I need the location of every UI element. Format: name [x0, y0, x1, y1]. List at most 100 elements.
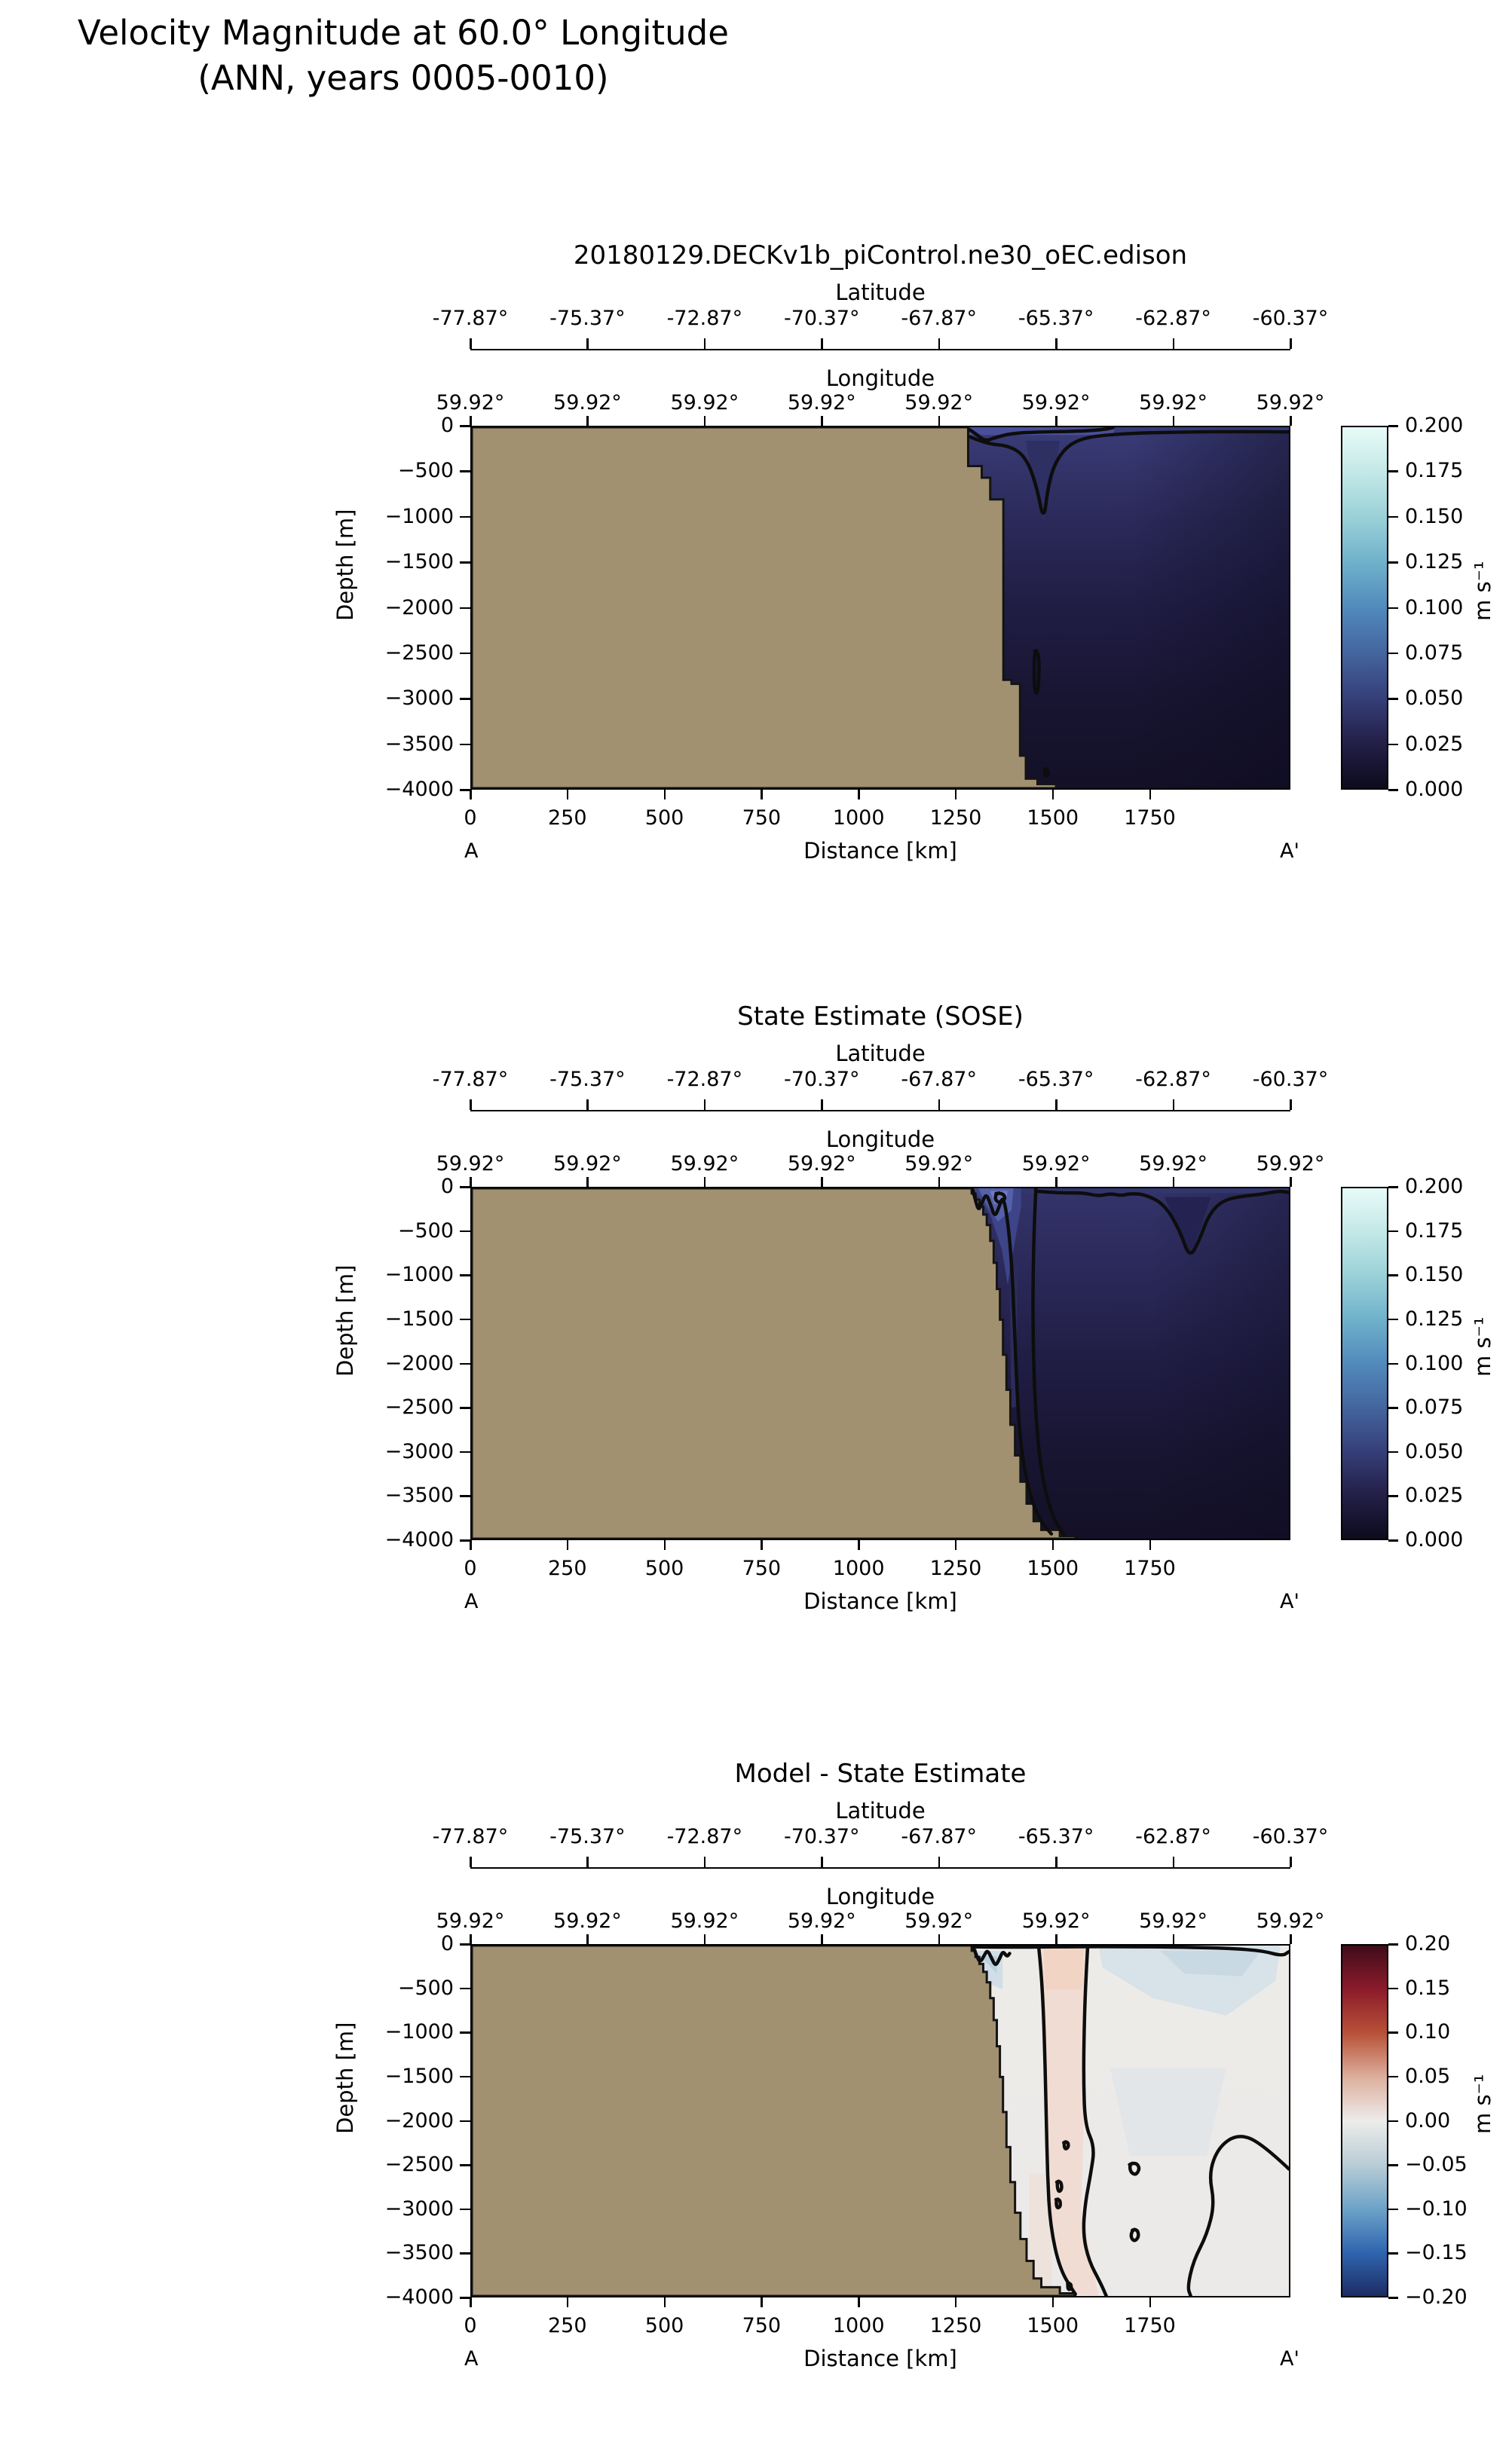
latitude-tick-label: -67.87°	[901, 1825, 977, 1848]
colorbar-tick-mark	[1388, 2120, 1398, 2122]
plot-area	[470, 1944, 1290, 2297]
longitude-tick-label: 59.92°	[670, 1909, 739, 1933]
plot-top-tick-mark	[821, 416, 823, 426]
land-bathymetry	[472, 1946, 1077, 2296]
colorbar	[1341, 426, 1388, 790]
y-tick-mark	[460, 1186, 470, 1188]
plot-top-tick-mark	[938, 1934, 941, 1944]
colorbar-tick-mark	[1388, 1407, 1398, 1409]
colorbar-tick-label: −0.10	[1405, 2197, 1468, 2221]
colorbar	[1341, 1944, 1388, 2297]
y-tick-mark	[460, 1362, 470, 1365]
latitude-tick-label: -70.37°	[784, 307, 860, 330]
x-tick-label: 500	[644, 1557, 684, 1580]
plot-top-tick-mark	[1172, 416, 1175, 426]
velocity-fill-region	[1025, 440, 1061, 521]
latitude-tick-label: -65.37°	[1018, 1825, 1094, 1848]
x-tick-mark	[663, 1540, 666, 1550]
y-tick-label: −4000	[384, 1528, 454, 1551]
latitude-tick-mark	[1055, 1099, 1057, 1110]
x-tick-label: 1250	[929, 2314, 982, 2337]
contour-line	[1054, 2179, 1064, 2193]
longitude-tick-label: 59.92°	[1139, 1909, 1207, 1933]
plot-top-tick-mark	[821, 1934, 823, 1944]
figure-title-line2: (ANN, years 0005-0010)	[197, 58, 609, 98]
latitude-tick-mark	[1290, 1099, 1292, 1110]
y-tick-label: −1500	[384, 1307, 454, 1331]
contour-line	[1042, 767, 1050, 778]
y-tick-mark	[460, 1230, 470, 1233]
colorbar-tick-label: 0.175	[1405, 1218, 1464, 1243]
contour-line	[993, 1191, 1007, 1204]
contour-line	[1066, 2281, 1073, 2291]
x-tick-mark	[566, 790, 569, 799]
colorbar-tick-label: 0.125	[1405, 550, 1464, 574]
colorbar-tick-mark	[1388, 698, 1398, 700]
velocity-fill-region	[1029, 2173, 1052, 2296]
latitude-tick-label: -75.37°	[549, 307, 626, 330]
latitude-tick-label: -65.37°	[1018, 1068, 1094, 1091]
longitude-tick-label: 59.92°	[436, 391, 505, 414]
latitude-tick-label: -72.87°	[666, 1068, 743, 1091]
colorbar-tick-mark	[1388, 1495, 1398, 1497]
latitude-tick-label: -70.37°	[784, 1068, 860, 1091]
y-tick-label: −2000	[384, 1351, 454, 1375]
contour-line	[968, 430, 1289, 515]
x-tick-label: 1000	[832, 806, 885, 830]
latitude-tick-mark	[1172, 338, 1175, 349]
plot-top-tick-mark	[1055, 1934, 1057, 1944]
x-tick-mark	[1051, 1540, 1054, 1550]
latitude-axis-line	[470, 1110, 1290, 1111]
longitude-tick-label: 59.92°	[904, 1909, 974, 1933]
subplot-title: 20180129.DECKv1b_piControl.ne30_oEC.edis…	[573, 240, 1188, 271]
longitude-tick-label: 59.92°	[670, 391, 739, 414]
y-tick-mark	[460, 2252, 470, 2255]
figure-title-line1: Velocity Magnitude at 60.0° Longitude	[78, 13, 729, 53]
section-end-marker: A'	[1280, 2347, 1299, 2371]
latitude-tick-mark	[1055, 338, 1057, 349]
longitude-tick-label: 59.92°	[904, 391, 974, 414]
contour-line	[967, 427, 1116, 442]
latitude-tick-label: -75.37°	[549, 1068, 626, 1091]
longitude-tick-label: 59.92°	[1139, 391, 1207, 414]
colorbar-tick-mark	[1388, 470, 1398, 472]
latitude-tick-mark	[821, 338, 823, 349]
plot-top-tick-mark	[938, 416, 941, 426]
y-tick-label: 0	[440, 1932, 454, 1955]
y-tick-label: −3500	[384, 732, 454, 756]
y-tick-mark	[460, 1495, 470, 1497]
colorbar-tick-label: 0.00	[1405, 2108, 1451, 2132]
contour-line	[971, 1946, 1289, 1957]
colorbar	[1341, 1187, 1388, 1540]
contour-line	[971, 1188, 1054, 1536]
y-tick-mark	[460, 698, 470, 700]
colorbar-tick-label: 0.050	[1405, 1439, 1464, 1463]
subplot-title: State Estimate (SOSE)	[737, 1001, 1024, 1032]
x-tick-mark	[470, 790, 472, 799]
x-tick-label: 1250	[929, 806, 982, 830]
latitude-tick-mark	[586, 338, 589, 349]
plot-top-tick-mark	[703, 1934, 706, 1944]
colorbar-unit-label: m s⁻¹	[1470, 1316, 1495, 1377]
colorbar-tick-mark	[1388, 1539, 1398, 1542]
latitude-tick-label: -67.87°	[901, 1068, 977, 1091]
x-tick-mark	[954, 2297, 957, 2307]
colorbar-tick-mark	[1388, 1186, 1398, 1188]
longitude-tick-label: 59.92°	[553, 1152, 622, 1175]
x-tick-mark	[954, 1540, 957, 1550]
x-tick-label: 250	[548, 2314, 587, 2337]
contour-line	[1036, 1946, 1077, 2296]
section-end-marker: A'	[1280, 1590, 1299, 1613]
x-tick-label: 500	[644, 2314, 684, 2337]
colorbar-tick-label: 0.075	[1405, 1396, 1464, 1420]
x-tick-mark	[566, 1540, 569, 1550]
y-tick-label: −500	[397, 459, 454, 483]
y-tick-label: −1500	[384, 2064, 454, 2088]
latitude-tick-mark	[703, 1099, 706, 1110]
x-tick-mark	[858, 1540, 860, 1550]
contour-line	[1036, 1189, 1289, 1255]
latitude-axis-line	[470, 349, 1290, 350]
latitude-tick-mark	[938, 1857, 941, 1867]
x-tick-mark	[761, 790, 763, 799]
colorbar-tick-mark	[1388, 2075, 1398, 2078]
